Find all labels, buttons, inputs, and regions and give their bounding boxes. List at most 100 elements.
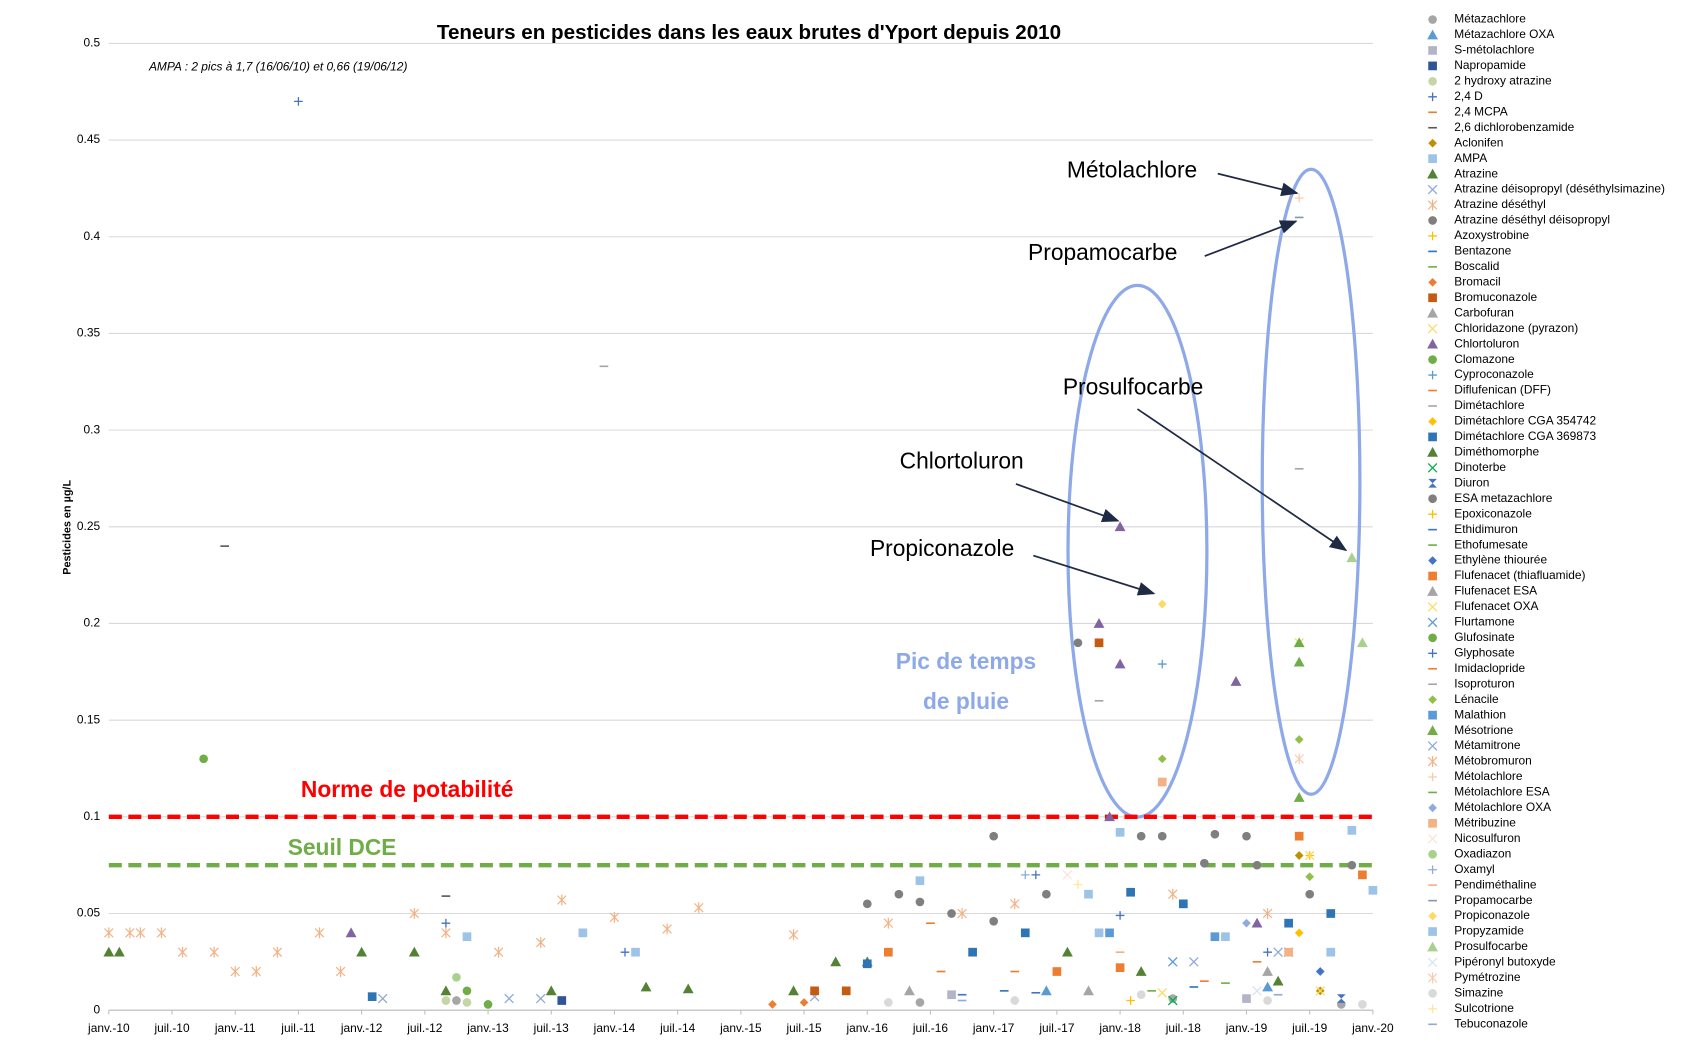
marker [768, 1000, 777, 1009]
legend-label: ESA metazachlore [1454, 491, 1552, 505]
marker [989, 831, 999, 841]
chart-title: Teneurs en pesticides dans les eaux brut… [437, 21, 1061, 44]
arrow [1217, 172, 1299, 197]
marker [113, 946, 125, 957]
legend-label: Métolachlore OXA [1454, 800, 1551, 814]
legend-label: Atrazine déisopropyl (déséthylsimazine) [1454, 182, 1665, 196]
marker [545, 985, 557, 996]
y-tick-label: 0 [93, 1002, 100, 1016]
legend-label: Clomazone [1454, 352, 1515, 366]
legend-label: Diméthomorphe [1454, 445, 1539, 459]
legend-label: Bentazone [1454, 244, 1511, 258]
x-tick-label: janv.-14 [593, 1021, 636, 1035]
marker [1115, 963, 1125, 972]
marker [1178, 899, 1188, 909]
marker [1336, 994, 1346, 1003]
marker [1315, 967, 1325, 976]
legend-label: Nicosulfuron [1454, 831, 1520, 845]
legend-label: Mésotrione [1454, 723, 1513, 737]
legend-label: Atrazine déséthyl [1454, 197, 1545, 211]
marker [535, 937, 546, 948]
y-tick-label: 0.3 [84, 422, 101, 436]
marker [947, 990, 956, 1000]
marker [903, 985, 915, 996]
legend-label: Métazachlore [1454, 12, 1526, 26]
marker [1428, 478, 1437, 488]
x-tick-label: janv.-18 [1098, 1021, 1141, 1035]
legend-label: Flufenacet (thiafluamide) [1454, 568, 1585, 582]
marker [1428, 432, 1437, 442]
legend-label: Flufenacet ESA [1454, 584, 1537, 598]
annotation: Propiconazole [870, 535, 1014, 561]
marker [1272, 975, 1284, 986]
x-tick-label: juil.-12 [406, 1021, 442, 1035]
marker [452, 996, 461, 1005]
marker [230, 966, 240, 977]
y-tick-label: 0.05 [77, 906, 101, 920]
marker [1114, 658, 1126, 669]
marker [1073, 638, 1083, 648]
x-tick-label: janv.-11 [214, 1021, 256, 1035]
marker [1252, 860, 1262, 870]
x-tick-label: janv.-19 [1225, 1021, 1268, 1035]
marker [314, 927, 325, 939]
x-tick-label: juil.-19 [1291, 1021, 1327, 1035]
marker [462, 932, 472, 942]
marker [1040, 985, 1052, 996]
marker [1083, 985, 1094, 996]
ellipse [1066, 283, 1209, 819]
y-tick-label: 0.35 [77, 326, 101, 340]
y-tick-label: 0.5 [84, 36, 101, 50]
legend-label: Imidaclopride [1454, 661, 1525, 675]
marker [1115, 827, 1125, 837]
marker [156, 927, 167, 939]
marker [557, 996, 567, 1005]
marker [535, 993, 546, 1004]
marker [1084, 889, 1093, 899]
marker [915, 998, 925, 1007]
rain-note: de pluie [923, 688, 1009, 714]
legend-label: Prosulfocarbe [1454, 939, 1528, 953]
marker [1293, 792, 1305, 802]
marker [1210, 932, 1220, 942]
legend-label: Métamitrone [1454, 738, 1521, 752]
marker [1252, 986, 1262, 996]
arrow [1136, 408, 1348, 552]
annotation: Métolachlore [1067, 156, 1197, 182]
marker [788, 929, 799, 941]
reference-label: Norme de potabilité [301, 776, 514, 802]
legend-label: Bromuconazole [1454, 290, 1537, 304]
marker [1242, 831, 1251, 841]
arrow [1015, 483, 1120, 523]
marker [135, 927, 146, 939]
marker [1105, 928, 1114, 938]
marker [1427, 463, 1438, 473]
x-tick-label: janv.-17 [972, 1021, 1015, 1035]
x-tick-label: janv.-16 [846, 1021, 889, 1035]
legend-label: Aclonifen [1454, 135, 1503, 149]
legend-label: Diflufenican (DFF) [1454, 383, 1551, 397]
marker [272, 946, 283, 958]
marker [947, 909, 956, 918]
marker [1427, 756, 1438, 767]
marker [883, 917, 894, 929]
marker [1428, 417, 1437, 426]
marker [1428, 849, 1437, 859]
marker [620, 947, 630, 957]
marker [1294, 753, 1304, 765]
marker [1427, 307, 1439, 318]
marker [1427, 586, 1439, 596]
marker [367, 992, 377, 1001]
marker [1356, 637, 1368, 648]
x-tick-label: janv.-13 [466, 1021, 509, 1035]
legend-label: Métobromuron [1454, 754, 1532, 768]
marker [1428, 989, 1437, 998]
marker [462, 998, 472, 1007]
ellipse [1260, 167, 1362, 796]
marker [1242, 918, 1251, 928]
legend-label: Boscalid [1454, 259, 1499, 273]
marker [1428, 154, 1437, 163]
marker [1114, 521, 1126, 532]
marker [915, 876, 925, 885]
